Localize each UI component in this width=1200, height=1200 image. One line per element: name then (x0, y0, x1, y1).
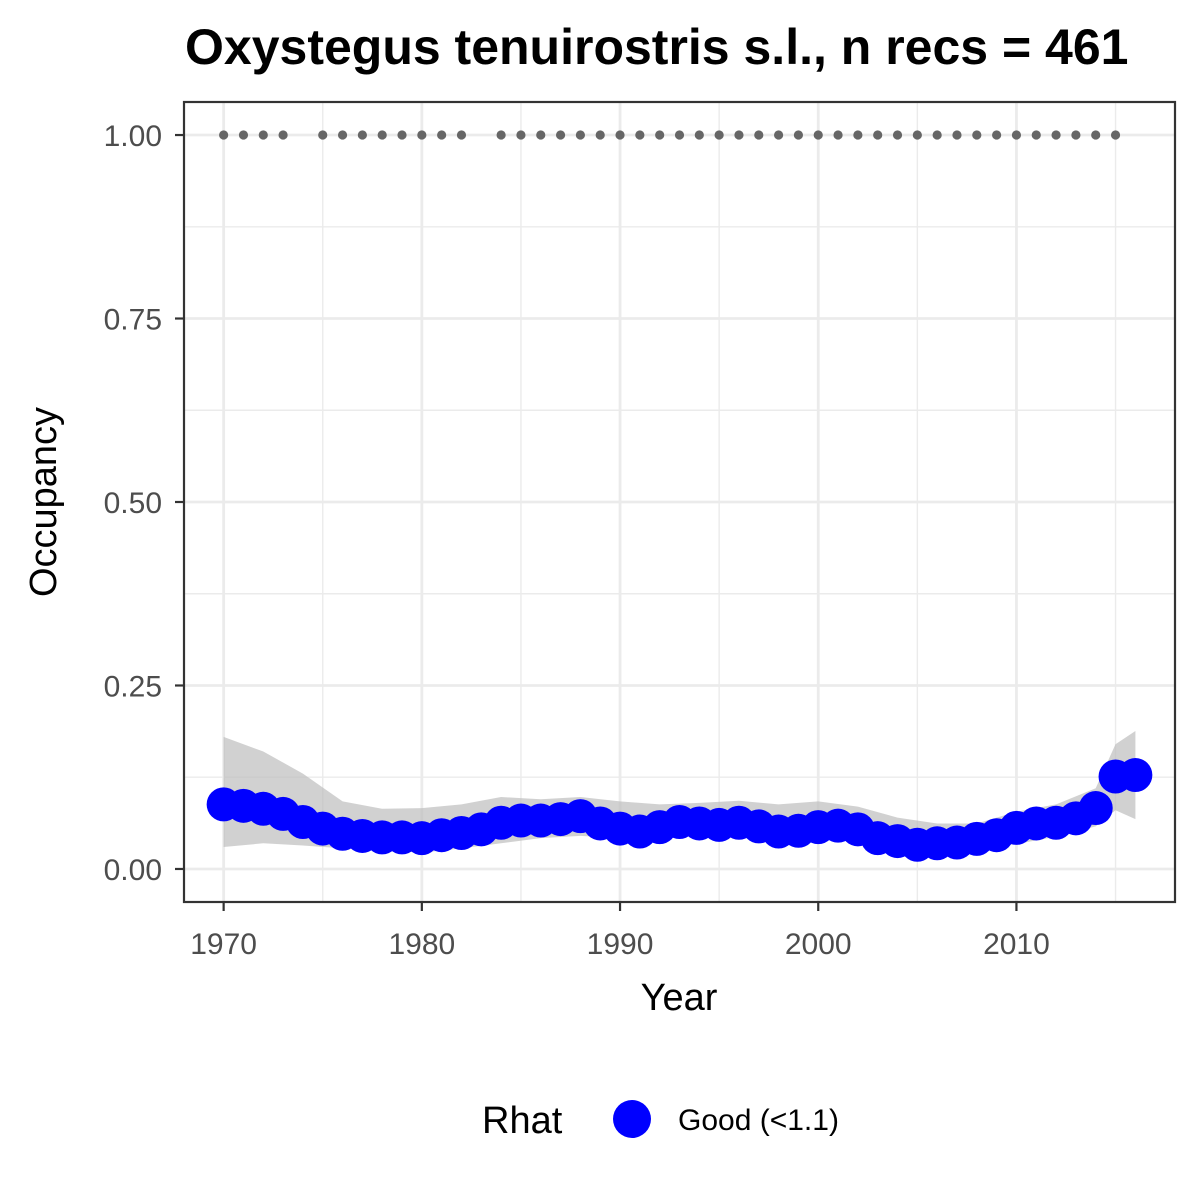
chart-title: Oxystegus tenuirostris s.l., n recs = 46… (185, 19, 1128, 75)
record-point (635, 130, 645, 140)
legend: Rhat Good (<1.1) (482, 1100, 839, 1142)
record-point (575, 130, 586, 140)
record-point (516, 130, 526, 140)
legend-label-good: Good (<1.1) (678, 1104, 839, 1137)
x-tick-label: 2010 (983, 928, 1050, 961)
x-tick-label: 2000 (785, 928, 852, 961)
record-point (952, 130, 962, 140)
record-point (397, 130, 407, 140)
record-point (734, 130, 744, 140)
record-point (853, 130, 863, 140)
record-point (357, 130, 367, 140)
record-point (714, 130, 724, 140)
record-point (754, 130, 764, 140)
record-point (992, 130, 1002, 140)
x-tick-label: 1980 (388, 928, 455, 961)
record-point (813, 130, 823, 140)
record-point (793, 130, 804, 140)
record-point (496, 130, 506, 140)
record-point (238, 130, 249, 140)
legend-title: Rhat (482, 1100, 563, 1142)
record-point (1051, 130, 1061, 140)
record-point (1091, 130, 1101, 140)
y-tick-label: 1.00 (104, 120, 162, 153)
occupancy-point (1118, 758, 1153, 793)
record-point (1071, 130, 1081, 140)
record-point (655, 130, 665, 140)
record-point (555, 130, 566, 140)
x-axis: 1970 1980 1990 2000 2010 (190, 902, 1050, 961)
record-point (318, 130, 328, 140)
record-point (417, 130, 427, 140)
record-point (1031, 130, 1041, 140)
y-tick-label: 0.25 (104, 670, 162, 703)
record-point (615, 130, 625, 140)
record-point (219, 130, 229, 140)
record-point (595, 130, 605, 140)
x-tick-label: 1970 (190, 928, 257, 961)
x-tick-label: 1990 (587, 928, 654, 961)
record-point (774, 130, 784, 140)
record-point (1110, 130, 1121, 140)
record-point (337, 130, 348, 140)
record-point (258, 130, 268, 140)
record-point (873, 130, 883, 140)
record-point (674, 130, 685, 140)
record-point (694, 130, 704, 140)
occupancy-points-layer (206, 758, 1153, 862)
record-point (278, 130, 288, 140)
legend-key-good (613, 1100, 651, 1138)
record-point (377, 130, 387, 140)
y-axis: 0.00 0.25 0.50 0.75 1.00 (104, 120, 184, 887)
record-point (833, 130, 843, 140)
record-point (1011, 130, 1022, 140)
record-point (892, 130, 903, 140)
y-tick-label: 0.75 (104, 304, 162, 337)
y-axis-title: Occupancy (23, 407, 65, 597)
record-point (972, 130, 982, 140)
record-points-layer (219, 130, 1121, 140)
x-axis-title: Year (641, 977, 718, 1019)
occupancy-point (1078, 791, 1113, 826)
y-tick-label: 0.00 (104, 854, 162, 887)
record-point (456, 130, 467, 140)
record-point (932, 130, 942, 140)
record-point (437, 130, 447, 140)
record-point (536, 130, 546, 140)
record-point (912, 130, 922, 140)
y-tick-label: 0.50 (104, 487, 162, 520)
